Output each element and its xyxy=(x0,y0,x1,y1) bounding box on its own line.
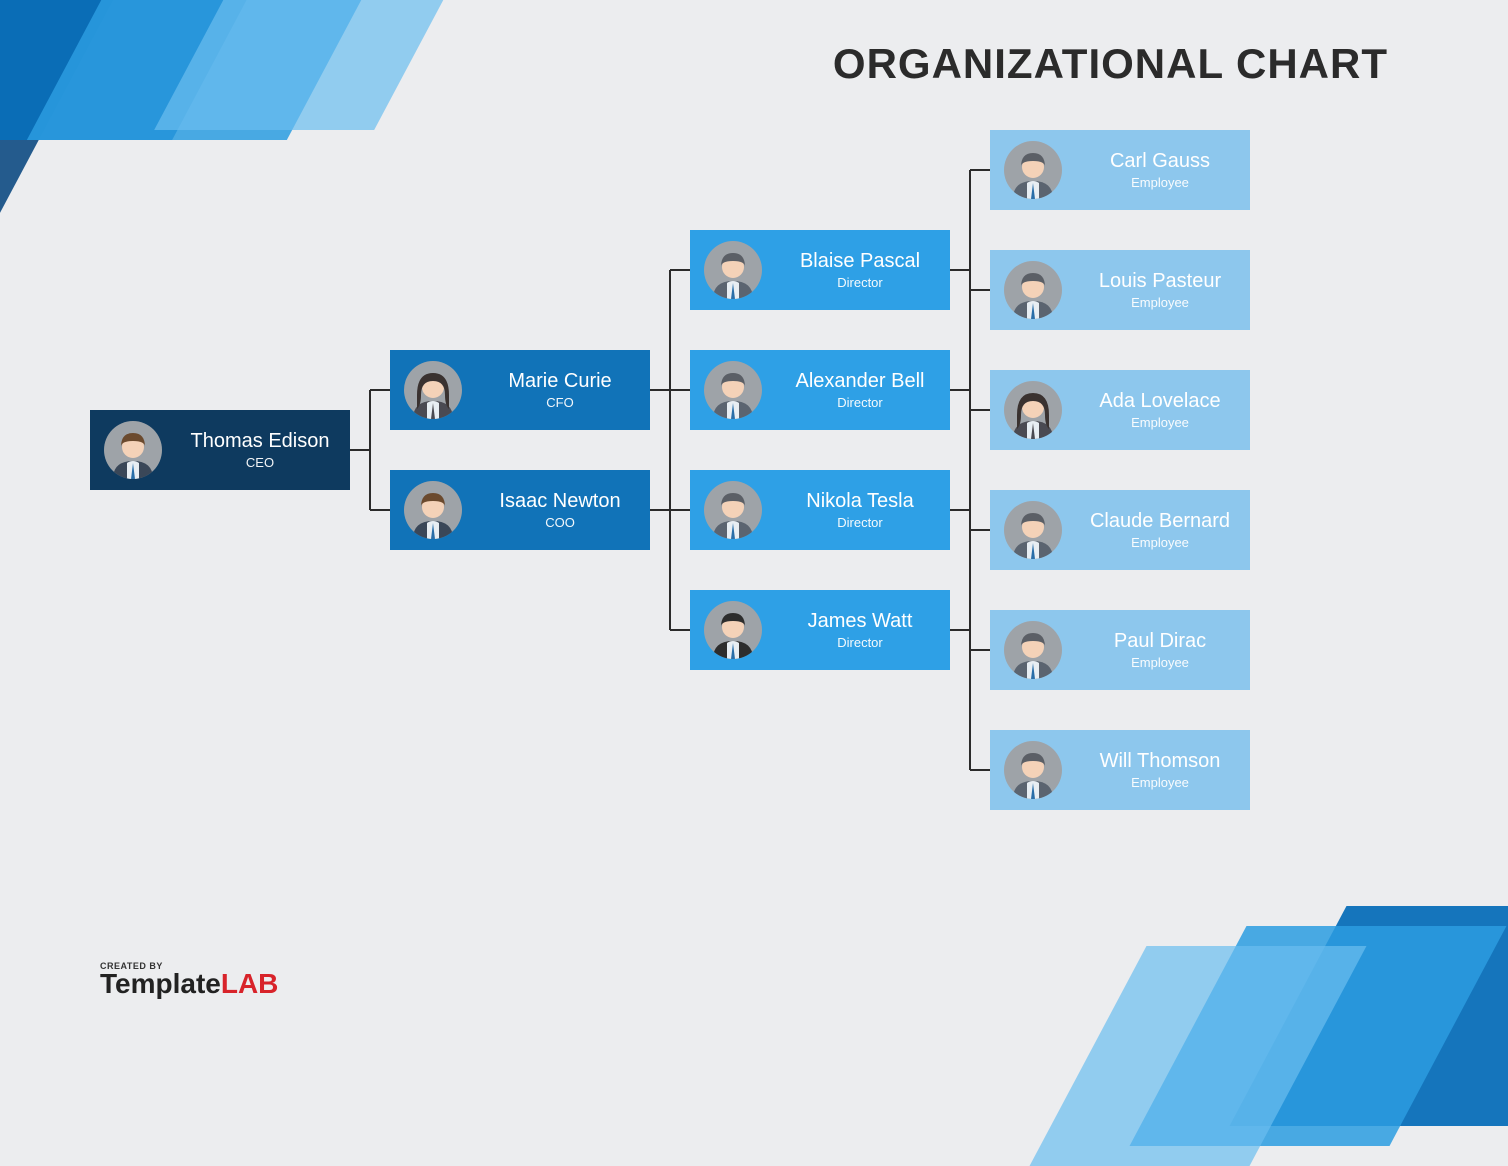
org-node-d2: Nikola Tesla Director xyxy=(690,470,950,550)
avatar-icon xyxy=(704,601,762,659)
org-node-e2: Ada Lovelace Employee xyxy=(990,370,1250,450)
avatar-icon xyxy=(1004,741,1062,799)
org-node-role: Employee xyxy=(1080,775,1240,790)
connector xyxy=(970,289,990,291)
connector xyxy=(950,509,970,511)
connector xyxy=(950,269,970,271)
connector xyxy=(650,389,670,391)
org-node-role: Director xyxy=(780,635,940,650)
footer-brand-a: Template xyxy=(100,968,221,999)
connector xyxy=(950,389,970,391)
org-node-e0: Carl Gauss Employee xyxy=(990,130,1250,210)
org-node-e4: Paul Dirac Employee xyxy=(990,610,1250,690)
avatar-icon xyxy=(404,361,462,419)
org-node-cfo: Marie Curie CFO xyxy=(390,350,650,430)
connector xyxy=(369,390,371,510)
org-node-name: Alexander Bell xyxy=(780,370,940,392)
avatar-icon xyxy=(404,481,462,539)
org-node-d1: Alexander Bell Director xyxy=(690,350,950,430)
org-node-name: Louis Pasteur xyxy=(1080,270,1240,292)
org-node-text: Alexander Bell Director xyxy=(780,370,950,410)
org-node-name: Isaac Newton xyxy=(480,490,640,512)
org-node-text: Claude Bernard Employee xyxy=(1080,510,1250,550)
org-node-name: Claude Bernard xyxy=(1080,510,1240,532)
org-node-e1: Louis Pasteur Employee xyxy=(990,250,1250,330)
org-node-name: Carl Gauss xyxy=(1080,150,1240,172)
org-node-name: Nikola Tesla xyxy=(780,490,940,512)
org-node-role: Director xyxy=(780,275,940,290)
org-node-role: Employee xyxy=(1080,175,1240,190)
org-chart: Thomas Edison CEO Marie Curie CFO Isaac Newt… xyxy=(0,0,1508,1066)
connector xyxy=(970,529,990,531)
org-node-text: Nikola Tesla Director xyxy=(780,490,950,530)
org-node-ceo: Thomas Edison CEO xyxy=(90,410,350,490)
connector xyxy=(670,509,690,511)
org-node-text: Louis Pasteur Employee xyxy=(1080,270,1250,310)
org-node-text: Isaac Newton COO xyxy=(480,490,650,530)
org-node-name: James Watt xyxy=(780,610,940,632)
org-node-role: Director xyxy=(780,395,940,410)
connector xyxy=(969,170,971,770)
connector xyxy=(669,270,671,630)
org-node-text: Ada Lovelace Employee xyxy=(1080,390,1250,430)
org-node-e3: Claude Bernard Employee xyxy=(990,490,1250,570)
avatar-icon xyxy=(104,421,162,479)
connector xyxy=(370,509,390,511)
org-node-name: Blaise Pascal xyxy=(780,250,940,272)
avatar-icon xyxy=(704,481,762,539)
footer-brand-b: LAB xyxy=(221,968,279,999)
connector xyxy=(950,629,970,631)
connector xyxy=(670,629,690,631)
org-node-name: Will Thomson xyxy=(1080,750,1240,772)
org-node-name: Thomas Edison xyxy=(180,430,340,452)
org-node-role: CFO xyxy=(480,395,640,410)
org-node-role: Employee xyxy=(1080,535,1240,550)
org-node-role: CEO xyxy=(180,455,340,470)
org-node-role: COO xyxy=(480,515,640,530)
org-node-name: Paul Dirac xyxy=(1080,630,1240,652)
org-node-d0: Blaise Pascal Director xyxy=(690,230,950,310)
connector xyxy=(970,769,990,771)
avatar-icon xyxy=(1004,141,1062,199)
connector xyxy=(370,389,390,391)
connector xyxy=(970,169,990,171)
org-node-role: Employee xyxy=(1080,295,1240,310)
org-node-d3: James Watt Director xyxy=(690,590,950,670)
avatar-icon xyxy=(1004,381,1062,439)
org-node-text: James Watt Director xyxy=(780,610,950,650)
org-node-e5: Will Thomson Employee xyxy=(990,730,1250,810)
org-node-coo: Isaac Newton COO xyxy=(390,470,650,550)
connector xyxy=(970,649,990,651)
org-node-text: Paul Dirac Employee xyxy=(1080,630,1250,670)
connector xyxy=(650,509,670,511)
avatar-icon xyxy=(1004,261,1062,319)
avatar-icon xyxy=(1004,621,1062,679)
org-node-text: Carl Gauss Employee xyxy=(1080,150,1250,190)
org-node-text: Marie Curie CFO xyxy=(480,370,650,410)
connector xyxy=(670,389,690,391)
avatar-icon xyxy=(704,361,762,419)
avatar-icon xyxy=(1004,501,1062,559)
org-node-role: Employee xyxy=(1080,415,1240,430)
org-node-name: Marie Curie xyxy=(480,370,640,392)
avatar-icon xyxy=(704,241,762,299)
org-node-text: Will Thomson Employee xyxy=(1080,750,1250,790)
org-node-text: Blaise Pascal Director xyxy=(780,250,950,290)
footer-logo: CREATED BY TemplateLAB xyxy=(100,961,278,996)
org-node-text: Thomas Edison CEO xyxy=(180,430,350,470)
connector xyxy=(350,449,370,451)
org-node-role: Director xyxy=(780,515,940,530)
org-node-name: Ada Lovelace xyxy=(1080,390,1240,412)
connector xyxy=(670,269,690,271)
org-node-role: Employee xyxy=(1080,655,1240,670)
connector xyxy=(970,409,990,411)
